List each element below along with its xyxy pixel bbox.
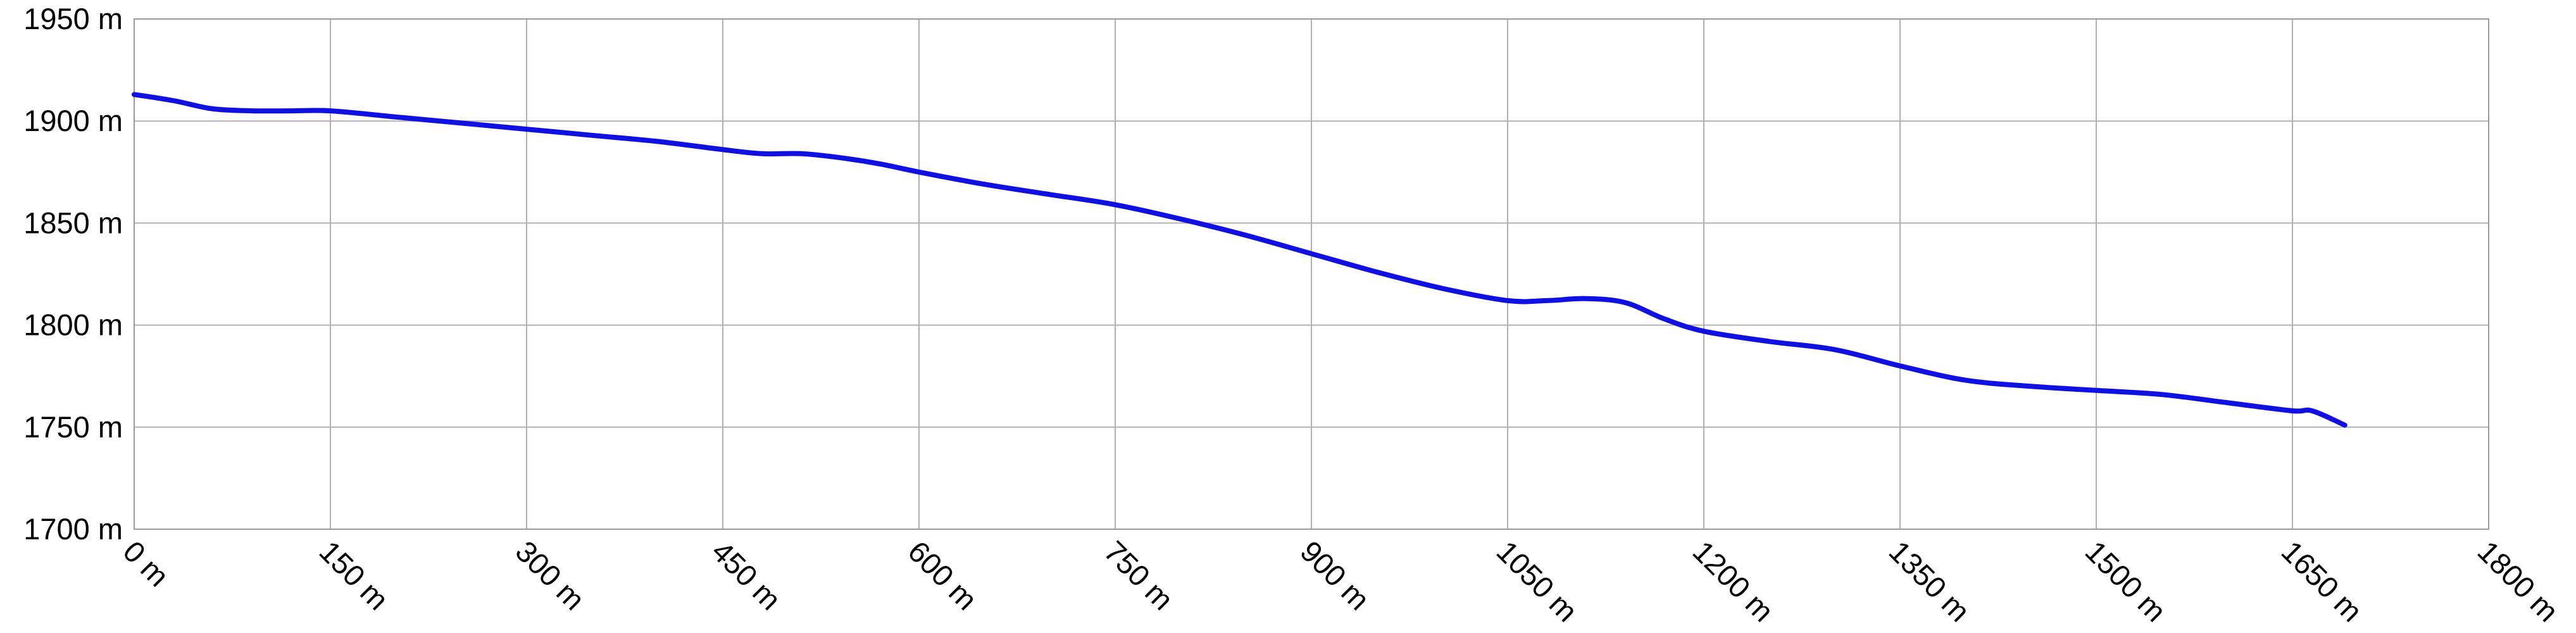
x-tick-label: 1500 m bbox=[2079, 534, 2173, 628]
y-tick-label: 1700 m bbox=[23, 512, 123, 546]
x-tick-label: 0 m bbox=[117, 534, 176, 593]
x-tick-label: 1200 m bbox=[1687, 534, 1780, 628]
y-axis-tick-labels: 1700 m 1750 m 1800 m 1850 m 1900 m 1950 m bbox=[23, 2, 123, 546]
series-group bbox=[132, 92, 2348, 428]
x-tick-label: 150 m bbox=[313, 534, 396, 617]
x-tick-label: 450 m bbox=[706, 534, 788, 617]
x-tick-label: 750 m bbox=[1098, 534, 1180, 617]
y-tick-label: 1850 m bbox=[23, 206, 123, 239]
x-tick-label: 1050 m bbox=[1491, 534, 1584, 628]
grid-lines bbox=[134, 18, 2489, 530]
plot-frame bbox=[134, 18, 2489, 530]
y-tick-label: 1900 m bbox=[23, 104, 123, 137]
y-tick-label: 1750 m bbox=[23, 410, 123, 444]
elevation-line bbox=[132, 92, 2348, 428]
y-tick-label: 1950 m bbox=[23, 2, 123, 35]
x-tick-label: 600 m bbox=[902, 534, 984, 617]
x-axis-tick-labels: 0 m 150 m 300 m 450 m 600 m 750 m 900 m 1050 m 1… bbox=[117, 534, 2565, 628]
x-tick-label: 1800 m bbox=[2472, 534, 2565, 628]
x-tick-label: 300 m bbox=[510, 534, 592, 617]
x-tick-label: 1350 m bbox=[1883, 534, 1977, 628]
y-tick-label: 1800 m bbox=[23, 308, 123, 342]
x-tick-label: 1650 m bbox=[2275, 534, 2369, 628]
x-tick-label: 900 m bbox=[1294, 534, 1377, 617]
